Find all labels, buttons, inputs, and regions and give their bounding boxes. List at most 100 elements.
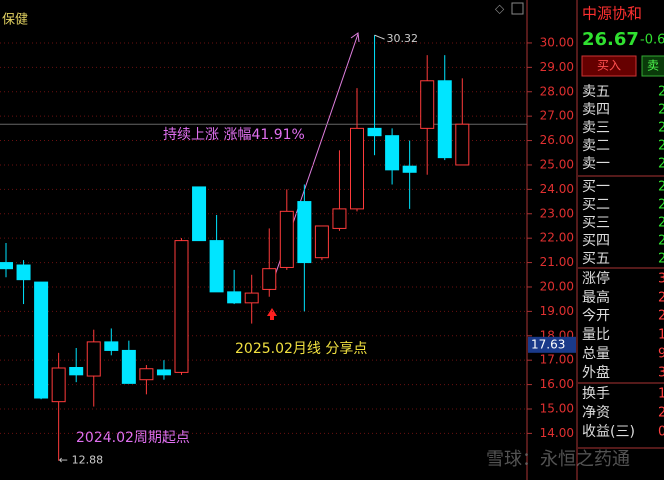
candle-body — [227, 291, 242, 304]
y-tick-label: 24.00 — [540, 182, 574, 196]
row-value: 2 — [658, 309, 664, 324]
candle-body — [86, 341, 101, 377]
row-label: 卖五 — [582, 84, 610, 100]
candle-body — [279, 210, 294, 268]
y-tick-label: 20.00 — [540, 279, 574, 293]
row-value: 3 — [658, 272, 664, 287]
candle-body — [192, 186, 207, 242]
candle-body — [420, 80, 435, 129]
row-label: 收益(三) — [582, 424, 635, 440]
y-tick-label: 30.00 — [540, 35, 574, 49]
candle-body — [262, 268, 277, 290]
candle-body — [139, 368, 154, 381]
candle-body — [156, 369, 171, 376]
row-value: 2 — [658, 180, 664, 195]
row-value: 2 — [658, 216, 664, 231]
candle-body — [367, 127, 382, 137]
candle-body — [174, 240, 189, 373]
row-label: 最高 — [582, 289, 610, 306]
sell-label[interactable]: 卖 — [647, 59, 659, 73]
y-tick-label: 25.00 — [540, 157, 574, 171]
cursor-label: 17.63 — [531, 337, 565, 351]
leader — [374, 34, 385, 40]
icon[interactable] — [511, 2, 524, 15]
row-label: 卖四 — [582, 102, 610, 118]
row-value: 3 — [658, 366, 664, 381]
y-tick-label: 21.00 — [540, 255, 574, 269]
arrow-head — [350, 32, 360, 43]
row-value: 2 — [658, 252, 664, 267]
y-tick-label: 19.00 — [540, 304, 574, 318]
chart-title: 保健 — [2, 13, 28, 28]
sell-button[interactable] — [641, 55, 664, 77]
row-label: 买三 — [582, 215, 610, 231]
candle-body — [51, 367, 66, 403]
buy-button[interactable] — [581, 55, 637, 77]
row-label: 外盘 — [582, 364, 610, 381]
y-tick-label: 16.00 — [540, 377, 574, 391]
icon[interactable]: ◇ — [495, 2, 505, 16]
row-label: 买二 — [582, 197, 610, 213]
row-label: 量比 — [582, 327, 610, 343]
row-value: 1 — [658, 387, 664, 402]
watermark: 雪球：永恒之药通 — [486, 449, 630, 470]
candle-body — [297, 201, 312, 264]
row-label: 卖一 — [582, 156, 610, 172]
candle-body — [437, 80, 452, 159]
candle-body — [332, 208, 347, 229]
candle-body — [402, 165, 417, 173]
row-label: 买四 — [582, 233, 610, 249]
y-tick-label: 28.00 — [540, 84, 574, 98]
candle-body — [121, 349, 136, 384]
min-label: 12.88 — [72, 454, 104, 467]
row-label: 买五 — [582, 251, 610, 267]
row-value: 1 — [658, 328, 664, 343]
candle-body — [244, 292, 259, 304]
y-tick-label: 23.00 — [540, 206, 574, 220]
buy-label[interactable]: 买入 — [597, 59, 621, 73]
row-label: 净资 — [582, 405, 610, 421]
candle-body — [104, 341, 119, 351]
row-value: 9 — [658, 347, 664, 362]
price: 26.67 — [582, 29, 639, 50]
stock-name: 中源协和 — [582, 5, 642, 23]
y-tick-label: 22.00 — [540, 231, 574, 245]
y-tick-label: 15.00 — [540, 401, 574, 415]
candle-body — [69, 367, 84, 376]
row-label: 卖二 — [582, 138, 610, 154]
y-tick-label: 26.00 — [540, 133, 574, 147]
row-label: 今开 — [582, 308, 610, 324]
cursor-box — [528, 336, 576, 353]
row-value: 2 — [658, 85, 664, 100]
row-value: 2 — [658, 198, 664, 213]
min-arrow: ← — [59, 454, 68, 467]
row-value: 2 — [658, 103, 664, 118]
candle-body — [385, 135, 400, 171]
row-value: 2 — [658, 157, 664, 172]
candle-body — [209, 240, 224, 293]
candle-body — [34, 281, 49, 399]
candle-body — [314, 225, 329, 259]
row-value: 2 — [658, 406, 664, 421]
candle-body — [455, 123, 470, 166]
row-value: 2 — [658, 291, 664, 306]
row-value: 2 — [658, 121, 664, 136]
max-label: 30.32 — [387, 32, 419, 45]
y-tick-label: 14.00 — [540, 426, 574, 440]
annotation: 2024.02周期起点 — [76, 430, 190, 446]
row-value: 2 — [658, 234, 664, 249]
change: -0.6 — [640, 33, 664, 48]
annotation: 持续上涨 涨幅41.91% — [163, 126, 305, 143]
y-tick-label: 29.00 — [540, 60, 574, 74]
row-label: 涨停 — [582, 270, 610, 287]
y-tick-label: 17.00 — [540, 353, 574, 367]
y-tick-label: 27.00 — [540, 109, 574, 123]
candle-body — [350, 127, 364, 210]
candle-body — [16, 264, 31, 281]
row-label: 卖三 — [582, 120, 610, 136]
row-value: 0 — [658, 425, 664, 440]
row-label: 换手 — [582, 385, 610, 402]
row-label: 买一 — [582, 179, 610, 195]
